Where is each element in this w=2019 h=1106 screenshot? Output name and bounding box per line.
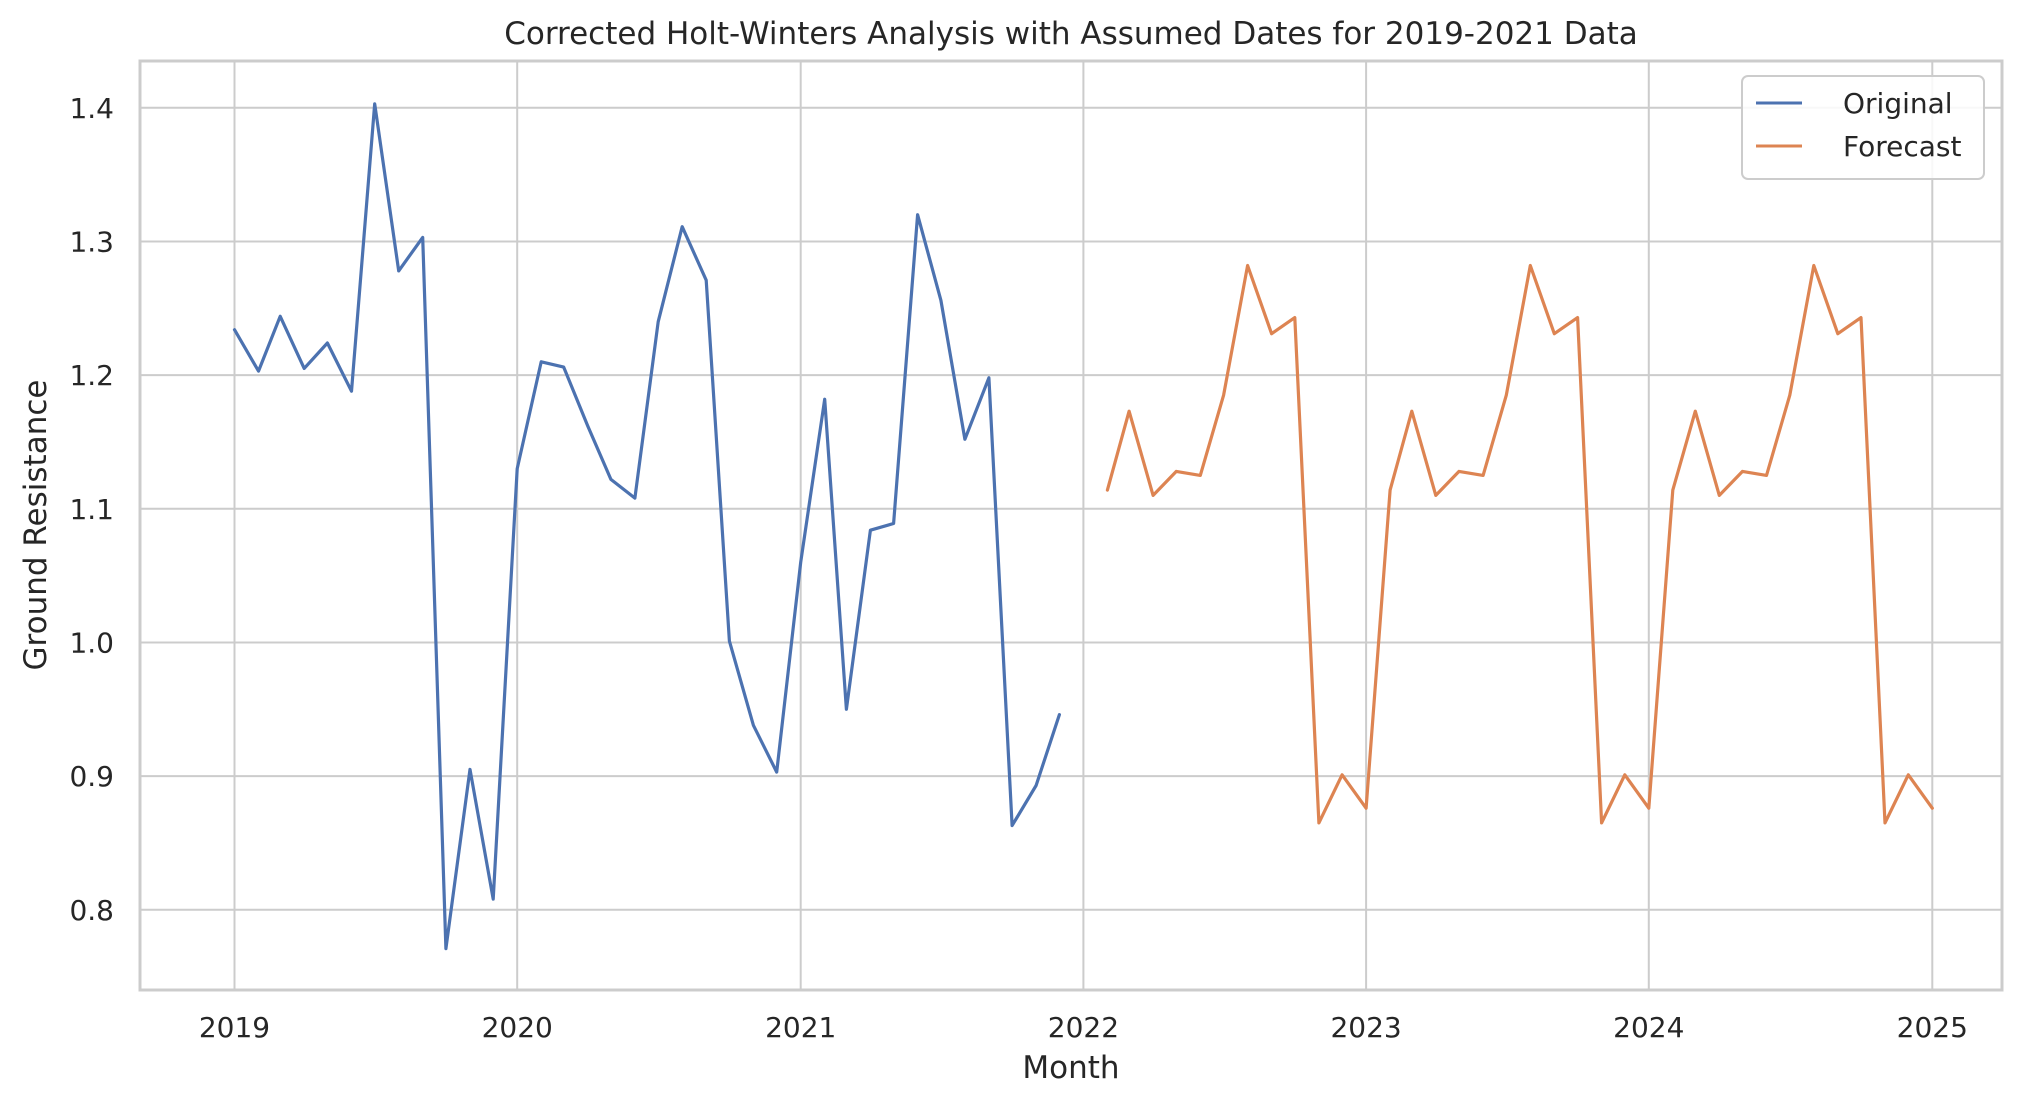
series-layer xyxy=(232,102,1934,951)
x-tick-label: 2023 xyxy=(1330,1011,1401,1044)
x-tick-label: 2025 xyxy=(1897,1011,1968,1044)
y-tick-labels: 0.8 0.9 1.0 1.1 1.2 1.3 1.4 xyxy=(69,92,114,927)
legend-label-original: Original xyxy=(1843,87,1953,120)
x-tick-label: 2019 xyxy=(199,1011,270,1044)
legend: Original Forecast xyxy=(1741,75,1985,180)
x-tick-label: 2022 xyxy=(1048,1011,1119,1044)
series-line-original xyxy=(232,102,1062,951)
x-tick-label: 2020 xyxy=(482,1011,553,1044)
y-tick-label: 1.0 xyxy=(69,627,114,660)
y-tick-label: 1.4 xyxy=(69,92,114,125)
chart-title: Corrected Holt-Winters Analysis with Ass… xyxy=(504,16,1638,52)
y-tick-label: 0.8 xyxy=(69,894,114,927)
plot-frame xyxy=(138,59,2004,992)
x-tick-label: 2021 xyxy=(765,1011,836,1044)
series-line-forecast xyxy=(1105,263,1934,825)
y-axis-label: Ground Resistance xyxy=(18,380,54,671)
legend-label-forecast: Forecast xyxy=(1843,130,1962,163)
x-tick-label: 2024 xyxy=(1613,1011,1684,1044)
y-tick-label: 1.1 xyxy=(69,493,114,526)
legend-box xyxy=(1741,75,1985,180)
y-tick-label: 1.3 xyxy=(69,226,114,259)
x-axis-label: Month xyxy=(1022,1050,1119,1086)
y-tick-label: 1.2 xyxy=(69,359,114,392)
y-tick-label: 0.9 xyxy=(69,760,114,793)
x-tick-labels: 2019 2020 2021 2022 2023 2024 2025 xyxy=(199,1011,1968,1044)
grid xyxy=(140,61,2002,990)
